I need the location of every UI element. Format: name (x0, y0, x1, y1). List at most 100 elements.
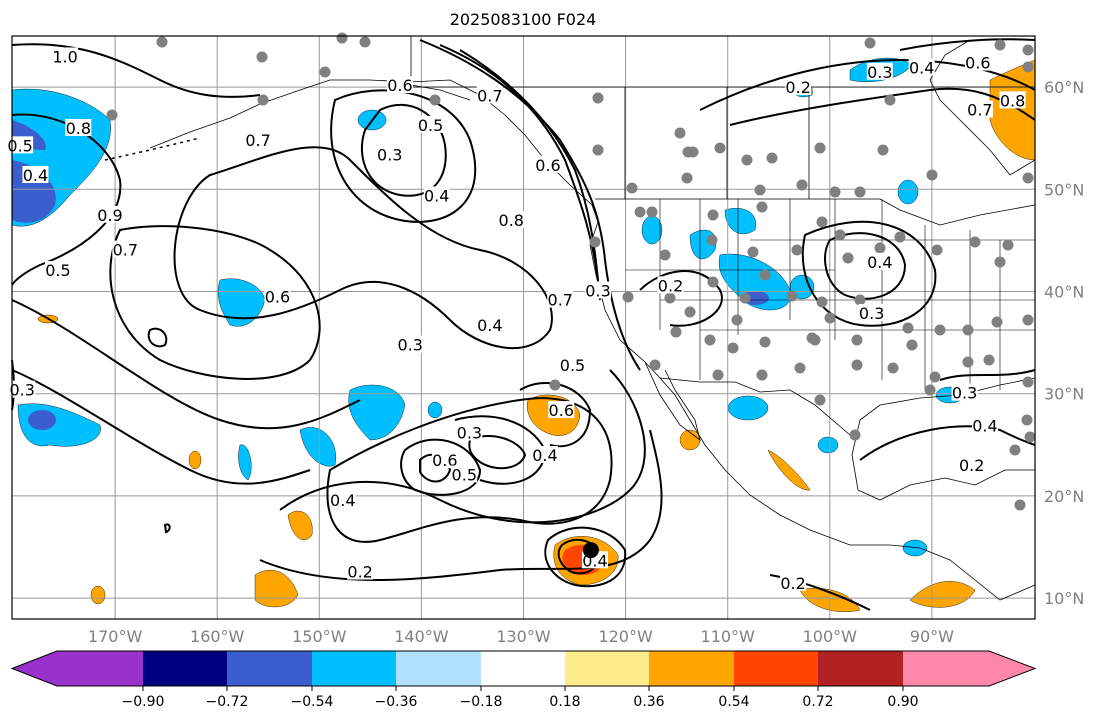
colorbar-extend-min (12, 651, 143, 686)
station-dot (626, 182, 638, 194)
contour-line (419, 39, 641, 371)
map-title: 2025083100 F024 (450, 10, 597, 29)
station-dot (814, 394, 826, 406)
colorbar-segment (565, 651, 649, 686)
contour-label-bg (7, 136, 34, 154)
station-dot (359, 36, 371, 48)
lon-tick-label: 110°W (701, 627, 756, 646)
colorbar-segment (396, 651, 481, 686)
contour-label: 0.5 (452, 465, 477, 484)
contour-line (824, 232, 907, 300)
contour-label: 0.4 (23, 166, 48, 185)
station-dot (429, 94, 441, 106)
station-dot (707, 209, 719, 221)
colorbar-tick-label: −0.18 (460, 694, 503, 710)
contour-label-bg (456, 423, 483, 441)
contour-label-bg (785, 78, 812, 96)
station-dot (592, 144, 604, 156)
contour-label: 0.7 (245, 131, 270, 150)
contour-label-bg (417, 115, 444, 133)
contour-label-bg (52, 47, 79, 65)
station-dot (931, 244, 943, 256)
contour-label-bg (908, 58, 935, 76)
station-dot (894, 231, 906, 243)
contour-label-bg (329, 490, 356, 508)
colorbar-segment (143, 651, 227, 686)
contour-label-bg (431, 451, 458, 469)
station-dot (1022, 314, 1034, 326)
contour-label: 0.5 (45, 261, 70, 280)
station-dot (796, 179, 808, 191)
contour-line (939, 369, 1036, 381)
contour-label-bg (65, 118, 92, 136)
station-dot (754, 184, 766, 196)
station-dot (714, 142, 726, 154)
station-dot (319, 66, 331, 78)
station-dot (681, 172, 693, 184)
lon-tick-label: 170°W (88, 627, 143, 646)
station-dot (794, 362, 806, 374)
station-dot (674, 127, 686, 139)
station-dot (902, 322, 914, 334)
station-dot (1014, 499, 1026, 511)
contour-label-bg (951, 383, 978, 401)
contour-label: 0.6 (387, 76, 412, 95)
contour-labels: 1.00.80.50.40.90.70.50.60.70.60.50.30.40… (7, 47, 1026, 593)
contour-label-bg (476, 86, 503, 104)
border-us-states (625, 199, 1035, 390)
contour-label-bg (22, 165, 49, 183)
lat-tick-label: 10°N (1044, 589, 1084, 608)
colorbar-segment (312, 651, 396, 686)
station-dot (887, 362, 899, 374)
station-dot (1021, 414, 1033, 426)
contour-label-bg (958, 456, 985, 474)
colorbar-tick-label: −0.72 (206, 694, 249, 710)
contour-label: 0.8 (66, 119, 91, 138)
shade-blob (299, 427, 336, 467)
contour-label-bg (535, 155, 562, 173)
contour-line (163, 523, 171, 534)
contour-label: 0.3 (585, 281, 610, 300)
station-dot (854, 294, 866, 306)
contour-label: 0.4 (532, 446, 557, 465)
contour-label: 0.7 (477, 86, 502, 105)
station-dot (156, 36, 168, 48)
contour-line (147, 327, 168, 348)
lat-tick-label: 30°N (1044, 385, 1084, 404)
contour-label-bg (386, 76, 413, 94)
station-dot (786, 290, 798, 302)
contour-line (109, 225, 321, 380)
lon-tick-label: 140°W (394, 627, 449, 646)
shade-blob (287, 510, 313, 540)
contour-label-bg (585, 281, 612, 299)
station-dot (924, 384, 936, 396)
colorbar-segment (734, 651, 818, 686)
station-dot (727, 342, 739, 354)
border-us-canada (595, 198, 1036, 226)
shade-blob (724, 208, 756, 235)
station-dot (842, 252, 854, 264)
shade-blob (238, 444, 252, 481)
station-dot (816, 296, 828, 308)
contour-label-bg (347, 562, 374, 580)
contour-label: 0.5 (418, 116, 443, 135)
station-dot (257, 94, 269, 106)
contour-label-bg (866, 252, 893, 270)
colorbar-segment (818, 651, 903, 686)
contour-label-bg (245, 131, 272, 149)
station-dot (994, 256, 1006, 268)
contour-line (419, 453, 452, 483)
colorbar-tick-label: −0.90 (122, 694, 165, 710)
contour-label-bg (112, 240, 139, 258)
station-dot (962, 356, 974, 368)
contour-label: 0.4 (867, 253, 892, 272)
station-dot (659, 249, 671, 261)
shade-blob (28, 410, 56, 430)
contour-label-bg (971, 416, 998, 434)
coastline-hudson (929, 39, 1036, 176)
storm-center-marker (582, 542, 599, 559)
shade-blob (897, 179, 919, 205)
contour-line (279, 369, 646, 524)
station-dot (741, 154, 753, 166)
